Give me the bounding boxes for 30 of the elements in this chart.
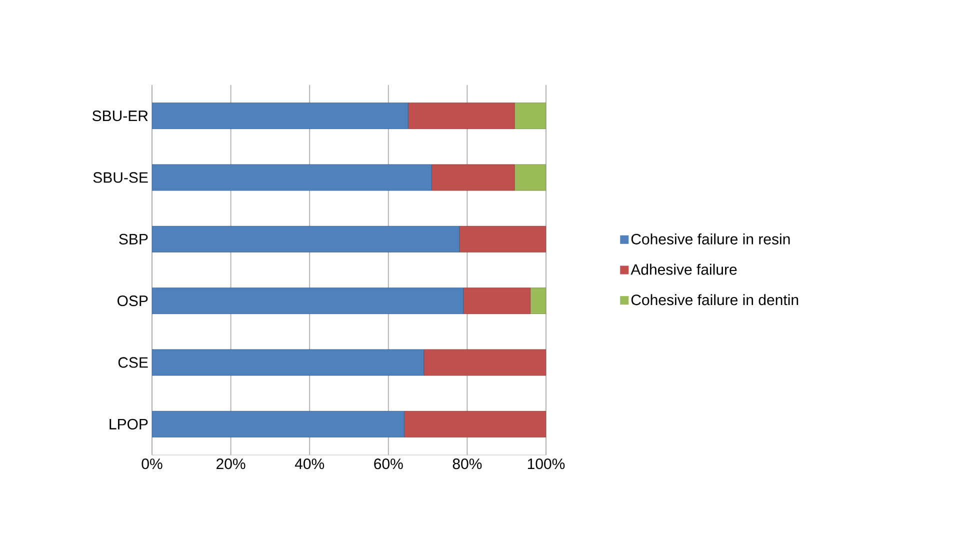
bar — [432, 164, 515, 191]
x-tick-label: 80% — [452, 458, 482, 470]
y-tick-label: SBU-ER — [92, 110, 148, 122]
x-tick-label: 100% — [528, 458, 565, 470]
x-tick-label: 40% — [294, 458, 324, 470]
bar — [424, 349, 546, 376]
x-tick-label: 0% — [142, 458, 162, 470]
legend-label: Adhesive failure — [630, 264, 737, 275]
bar — [152, 349, 424, 376]
bar — [514, 102, 546, 130]
bar — [459, 226, 546, 252]
bar — [530, 288, 546, 314]
x-tick-label: 60% — [374, 458, 403, 470]
bar — [152, 288, 464, 314]
y-tick-label: SBU-SE — [93, 172, 148, 183]
y-tick-label: CSE — [118, 357, 148, 368]
y-tick-label: LPOP — [110, 418, 148, 430]
bar — [463, 288, 530, 314]
legend-label: Cohesive failure in resin — [631, 233, 790, 244]
bar — [152, 410, 404, 438]
bar — [514, 164, 546, 191]
bar — [404, 410, 546, 438]
bar — [408, 102, 515, 130]
bar — [152, 164, 432, 191]
y-tick-label: OSP — [118, 296, 148, 306]
y-tick-label: SBP — [119, 234, 148, 244]
legend-label: Cohesive failure in dentin — [631, 294, 798, 306]
x-tick-label: 20% — [216, 458, 246, 470]
bar — [152, 102, 408, 130]
bar — [152, 226, 460, 252]
